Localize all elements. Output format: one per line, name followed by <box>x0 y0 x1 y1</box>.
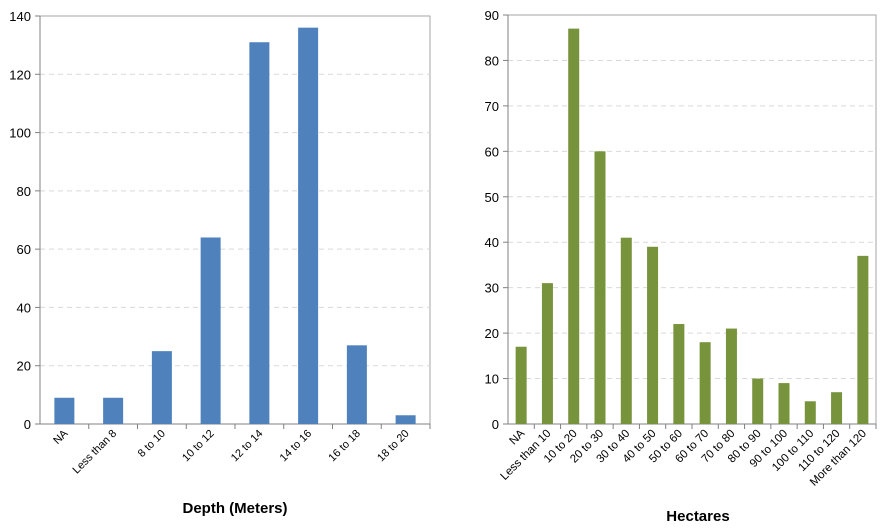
depth-bar <box>151 351 172 424</box>
hectares-y-tick-label: 80 <box>485 53 499 68</box>
hectares-y-tick-label: 60 <box>485 144 499 159</box>
hectares-y-tick-label: 0 <box>492 417 499 432</box>
depth-bar <box>54 397 75 424</box>
depth-x-tick-label: 10 to 12 <box>180 428 217 465</box>
depth-y-tick-label: 40 <box>17 300 31 315</box>
hectares-bar <box>541 283 553 424</box>
hectares-bar <box>804 401 816 424</box>
hectares-bar <box>778 383 790 424</box>
hectares-bar <box>515 346 527 424</box>
depth-x-tick-label: Less than 8 <box>71 428 120 477</box>
depth-bar <box>249 42 270 424</box>
depth-bar <box>298 27 319 425</box>
depth-chart: 0 20 40 60 80 100 120 140 NA Less than 8 8 to 10 10… <box>9 9 431 477</box>
depth-y-tick-label: 60 <box>17 242 31 257</box>
hectares-y-tick-label: 40 <box>485 235 499 250</box>
depth-x-tick-label: 14 to 16 <box>278 428 315 465</box>
depth-y-tick-label: 100 <box>9 126 31 141</box>
hectares-bar <box>647 246 659 424</box>
depth-x-tick-label: 18 to 20 <box>375 428 412 465</box>
depth-x-tick-label: 12 to 14 <box>229 428 266 465</box>
depth-y-tick-label: 120 <box>9 67 31 82</box>
hectares-bar <box>699 342 711 424</box>
depth-x-tick-label: NA <box>51 427 71 447</box>
depth-y-tick-label: 140 <box>9 9 31 24</box>
depth-plot-frame <box>39 15 431 425</box>
depth-y-tick-label: 20 <box>17 359 31 374</box>
depth-x-axis-title: Depth (Meters) <box>182 500 288 517</box>
depth-y-tick-label: 0 <box>24 417 31 432</box>
hectares-bar <box>568 28 580 425</box>
hectares-y-tick-label: 70 <box>485 99 499 114</box>
depth-chart-panel: 0 20 40 60 80 100 120 140 NA Less than 8 8 to 10 10… <box>0 0 440 525</box>
depth-y-tick-label: 80 <box>17 184 31 199</box>
depth-bar <box>395 415 416 424</box>
hectares-y-tick-label: 50 <box>485 190 499 205</box>
hectares-bar <box>831 392 843 424</box>
hectares-bar <box>857 255 869 424</box>
hectares-x-tick-label: NA <box>507 427 527 447</box>
hectares-y-tick-label: 20 <box>485 326 499 341</box>
hectares-plot-frame <box>507 14 877 425</box>
hectares-bar <box>620 237 632 424</box>
hectares-y-tick-label: 10 <box>485 372 499 387</box>
depth-bar <box>200 237 221 424</box>
depth-x-tick-label: 8 to 10 <box>136 428 168 460</box>
depth-x-tick-label: 16 to 18 <box>326 428 363 465</box>
hectares-bar <box>725 328 737 424</box>
hectares-y-tick-label: 90 <box>485 8 499 23</box>
depth-bar <box>346 345 367 424</box>
hectares-y-tick-label: 30 <box>485 281 499 296</box>
hectares-chart-panel: 0 10 20 30 40 50 60 70 80 90 NA Less than 10 10 to 2… <box>448 0 882 525</box>
hectares-bar <box>673 324 685 424</box>
hectares-x-axis-title: Hectares <box>666 508 730 525</box>
depth-bar <box>103 397 124 424</box>
hectares-bar <box>594 151 606 425</box>
hectares-bar <box>752 378 764 424</box>
